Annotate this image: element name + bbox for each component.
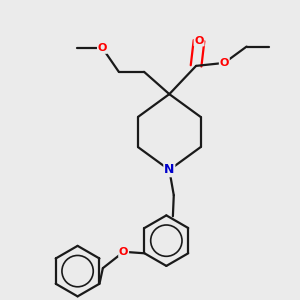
Text: N: N [164,164,175,176]
Text: O: O [119,247,128,257]
Text: O: O [98,43,107,53]
Text: O: O [220,58,229,68]
Text: O: O [194,36,204,46]
